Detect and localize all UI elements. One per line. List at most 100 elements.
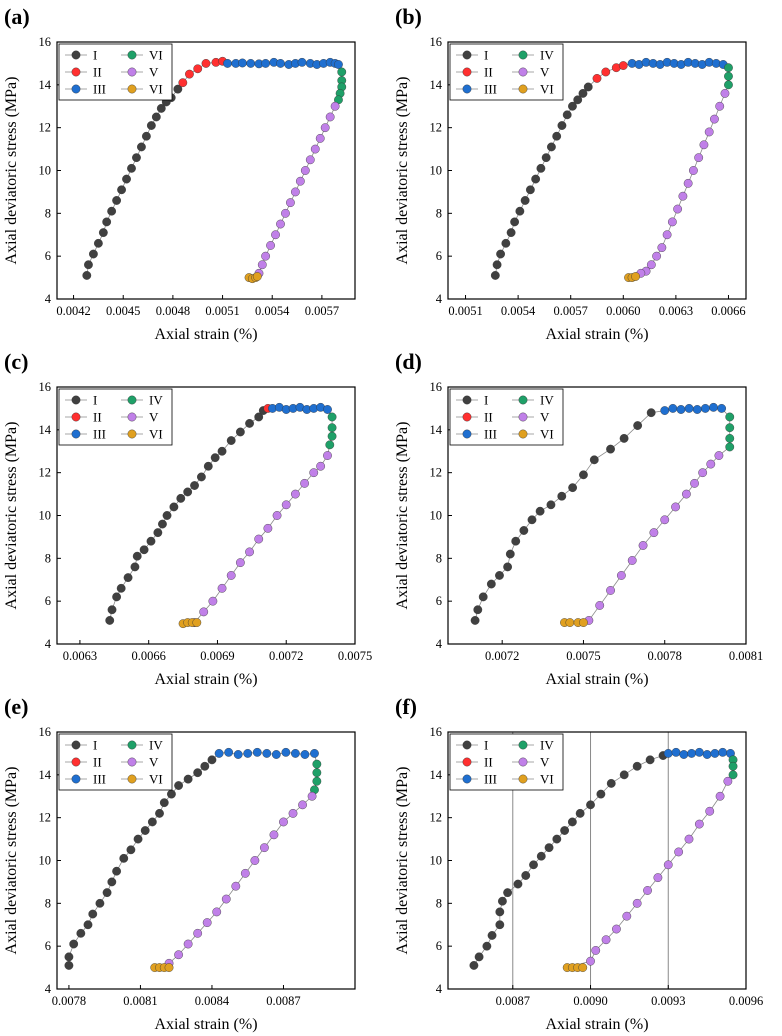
x-tick-label: 0.0084: [195, 994, 230, 1008]
x-tick-label: 0.0045: [106, 304, 140, 318]
data-point-i: [487, 931, 497, 940]
data-point-v: [261, 251, 270, 261]
data-point-v: [245, 547, 254, 557]
legend-label: V: [540, 65, 550, 80]
data-point-vi: [565, 618, 575, 627]
data-point-v: [199, 607, 209, 617]
data-point-i: [132, 551, 142, 561]
data-point-v: [231, 881, 241, 891]
data-point-v: [663, 860, 673, 870]
data-point-iii: [297, 57, 307, 67]
data-point-v: [673, 204, 683, 214]
data-point-v: [674, 847, 684, 857]
y-tick-label: 6: [45, 594, 51, 608]
data-point-i: [126, 845, 136, 855]
legend-label: II: [93, 65, 102, 80]
legend-label: IV: [149, 738, 163, 753]
data-point-i: [76, 928, 86, 938]
data-point-i: [183, 487, 193, 497]
legend-label: III: [93, 82, 106, 97]
data-point-i: [536, 851, 546, 861]
data-point-i: [169, 502, 179, 512]
legend-label: IV: [540, 48, 554, 63]
x-tick-label: 0.0066: [711, 304, 745, 318]
y-tick-label: 16: [430, 35, 443, 49]
y-tick-label: 4: [45, 982, 52, 996]
x-axis-title: Axial strain (%): [545, 1016, 648, 1033]
x-tick-label: 0.0057: [305, 304, 339, 318]
data-point-i: [544, 843, 554, 853]
data-point-iii: [663, 749, 673, 758]
data-point-v: [254, 534, 264, 544]
data-point-v: [193, 928, 203, 938]
data-point-i: [140, 826, 150, 835]
data-point-iii: [224, 747, 234, 757]
data-point-v: [694, 819, 704, 829]
x-tick-label: 0.0087: [496, 994, 530, 1008]
data-point-i: [573, 95, 583, 105]
y-axis-title: Axial deviatoric stress (MPa): [3, 422, 20, 610]
data-point-i: [606, 779, 616, 788]
data-point-i: [84, 260, 93, 270]
legend-label: I: [484, 393, 488, 408]
legend-marker: [462, 84, 472, 94]
data-point-i: [112, 592, 122, 602]
data-point-i: [183, 774, 193, 784]
data-point-v: [263, 523, 273, 533]
x-tick-label: 0.0054: [501, 304, 536, 318]
data-point-v: [638, 541, 648, 550]
data-point-i: [525, 185, 535, 195]
data-point-i: [606, 444, 615, 454]
y-tick-label: 16: [39, 380, 52, 394]
data-point-i: [132, 153, 141, 163]
data-point-iii: [300, 750, 310, 759]
data-point-i: [137, 142, 146, 152]
legend-label: IV: [540, 738, 554, 753]
data-point-v: [240, 868, 250, 878]
data-point-iv: [312, 759, 322, 769]
data-point-i: [473, 605, 483, 615]
data-point-i: [520, 196, 530, 205]
x-tick-label: 0.0042: [56, 304, 90, 318]
data-point-iii: [238, 58, 247, 68]
data-point-ii: [193, 64, 203, 74]
legend-marker: [127, 395, 137, 405]
y-tick-label: 8: [436, 551, 442, 565]
legend-marker: [518, 50, 528, 60]
data-point-v: [330, 101, 340, 111]
data-point-iii: [692, 405, 702, 414]
legend-label: II: [484, 755, 493, 770]
data-point-i: [98, 228, 108, 238]
x-tick-label: 0.0075: [338, 649, 372, 663]
data-point-iii: [323, 405, 332, 414]
data-point-iii: [668, 404, 678, 413]
data-point-v: [305, 155, 315, 165]
data-point-i: [557, 491, 567, 501]
data-point-vi: [579, 618, 588, 627]
data-point-i: [470, 616, 480, 625]
data-point-v: [699, 140, 709, 150]
legend-marker: [127, 740, 137, 750]
legend-label: VI: [149, 82, 163, 97]
data-point-i: [619, 434, 629, 443]
x-tick-label: 0.0078: [648, 649, 682, 663]
legend-label: V: [540, 755, 550, 770]
data-point-v: [183, 939, 193, 949]
data-point-iii: [246, 59, 256, 68]
data-point-iv: [728, 770, 738, 780]
data-point-v: [705, 806, 715, 816]
data-point-v: [310, 144, 320, 154]
data-point-ii: [592, 74, 602, 83]
y-tick-label: 12: [39, 466, 52, 480]
data-point-v: [290, 187, 300, 197]
data-point-i: [130, 562, 140, 572]
data-point-i: [589, 455, 599, 465]
legend-marker: [71, 740, 81, 750]
data-point-i: [619, 770, 629, 780]
legend-marker: [462, 395, 472, 405]
data-point-v: [649, 528, 659, 538]
data-point-iv: [312, 768, 322, 778]
y-tick-label: 12: [39, 811, 52, 825]
legend-label: V: [540, 410, 550, 425]
legend-marker: [71, 50, 81, 60]
